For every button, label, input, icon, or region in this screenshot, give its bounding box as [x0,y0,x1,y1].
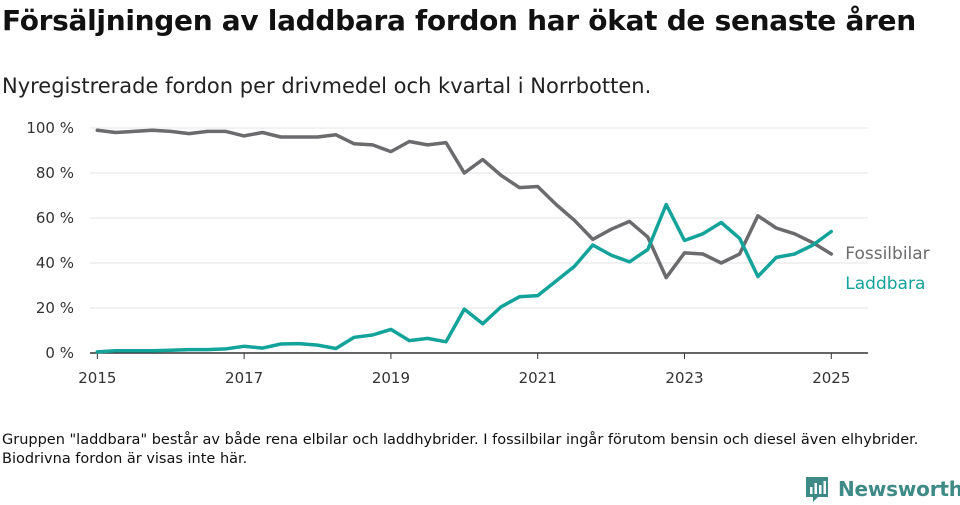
brand-name: Newsworthy [838,477,960,501]
y-tick-label: 20 % [36,299,74,317]
legend-label-fossilbilar: Fossilbilar [845,244,929,264]
chart-title: Försäljningen av laddbara fordon har öka… [2,4,916,37]
legend-label-laddbara: Laddbara [845,274,925,294]
y-tick-label: 40 % [36,254,74,272]
chart-subtitle: Nyregistrerade fordon per drivmedel och … [2,74,652,98]
x-tick-label: 2023 [665,369,703,387]
x-tick-label: 2015 [78,369,116,387]
x-tick-label: 2017 [225,369,263,387]
y-tick-label: 80 % [36,164,74,182]
brand-logo: Newsworthy [804,474,960,504]
series-line-fossilbilar [95,128,834,280]
x-tick-label: 2019 [372,369,410,387]
y-tick-label: 0 % [45,344,74,362]
y-tick-label: 100 % [26,119,74,137]
y-tick-label: 60 % [36,209,74,227]
line-chart: 0 % 20 % 40 % 60 % 80 % 100 % 2015 2017 2019 2021… [26,119,929,387]
bar-chart-icon [806,477,828,502]
x-tick-label: 2021 [519,369,557,387]
x-tick-label: 2025 [812,369,850,387]
footnote: Gruppen "laddbara" består av både rena e… [2,432,919,467]
series-line-laddbara [95,202,834,354]
